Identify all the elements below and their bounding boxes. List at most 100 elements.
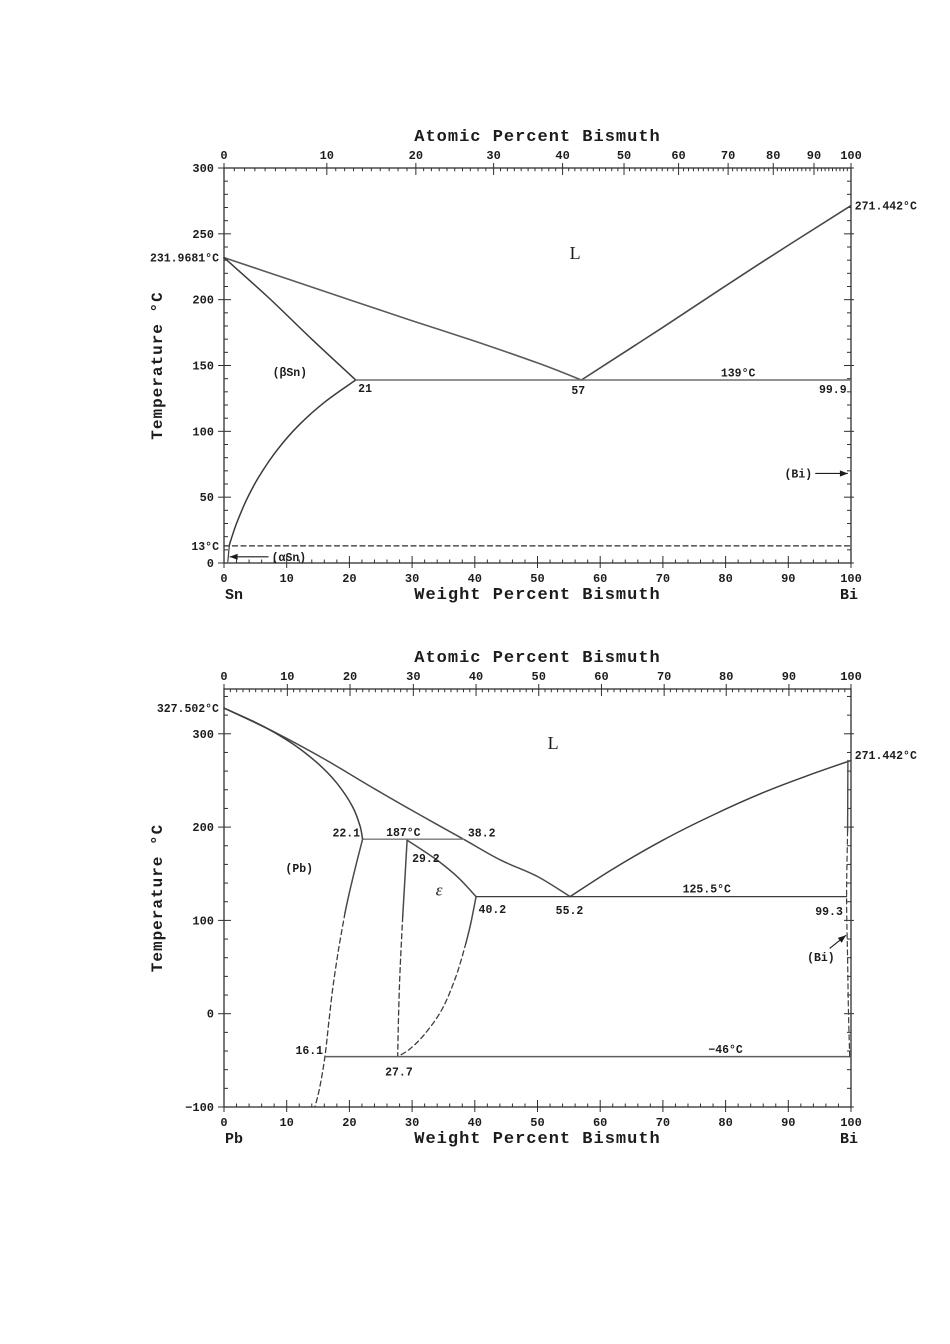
annotation--pb-: (Pb) (285, 863, 313, 876)
annotation--46-c: −46°C (708, 1044, 743, 1057)
top-tick-label: 40 (555, 149, 569, 163)
curve-liquidus-sn-side (223, 256, 583, 381)
y-tick-label: 200 (192, 294, 214, 308)
top-tick-label: 10 (280, 670, 294, 684)
y-tick-label: 300 (192, 162, 214, 176)
annotation-21: 21 (358, 383, 372, 396)
annotation--sn-: (βSn) (273, 367, 308, 380)
arrowhead (837, 935, 846, 943)
x-tick-label: 80 (718, 572, 732, 586)
top-axis-title: Atomic Percent Bismuth (414, 649, 660, 668)
x-tick-label: 30 (405, 1116, 419, 1130)
top-tick-label: 30 (486, 149, 500, 163)
annotation-38.2: 38.2 (468, 828, 496, 841)
curve-solvus-beta-sn (228, 379, 357, 547)
x-tick-label: 30 (405, 572, 419, 586)
x-tick-label: 90 (781, 572, 795, 586)
annotation-125.5-c: 125.5°C (683, 884, 731, 897)
y-axis-title: Temperature °C (149, 824, 167, 972)
top-tick-label: 90 (807, 149, 821, 163)
x-tick-label: 80 (718, 1116, 732, 1130)
annotation-231.9681-c: 231.9681°C (150, 253, 219, 266)
annotation-l: L (570, 243, 581, 263)
annotation-16.1: 16.1 (295, 1045, 323, 1058)
annotation-187-c: 187°C (386, 827, 421, 840)
arrowhead (839, 470, 848, 477)
annotation-271.442-c: 271.442°C (855, 201, 917, 214)
top-axis-title: Atomic Percent Bismuth (414, 128, 660, 147)
y-tick-label: −100 (185, 1101, 214, 1115)
annotation-29.2: 29.2 (412, 853, 440, 866)
curve-bi-solvus-extrapolated (846, 830, 851, 1058)
corner-label-left: Pb (225, 1131, 243, 1148)
tick-marks (218, 163, 854, 568)
y-tick-label: 150 (192, 360, 214, 374)
top-tick-label: 90 (782, 670, 796, 684)
curve-epsilon-liquidus-boundary (406, 839, 477, 898)
y-tick-label: 0 (207, 557, 214, 571)
curve-epsilon-solvus-solid (465, 895, 477, 944)
top-tick-label: 10 (320, 149, 334, 163)
top-tick-label: 100 (840, 149, 862, 163)
x-tick-label: 10 (279, 572, 293, 586)
curve-pb-solvus-solid (344, 838, 364, 914)
plot-frame (223, 167, 852, 564)
pb-bi-phase-diagram: 0 10 20 30 40 50 60 70 80 90 100 0 10 20 30 40 50 60 70 80 9… (149, 649, 917, 1149)
top-tick-label: 20 (409, 149, 423, 163)
x-tick-label: 100 (840, 1116, 862, 1130)
x-tick-label: 20 (342, 1116, 356, 1130)
x-tick-label: 70 (656, 1116, 670, 1130)
curve-solidus-beta-sn (223, 256, 357, 381)
curve-pb-solvus-extrapolated (314, 912, 346, 1108)
annotation-l: L (548, 733, 559, 753)
annotation-55.2: 55.2 (556, 905, 584, 918)
top-tick-label: 50 (532, 670, 546, 684)
top-tick-label: 70 (721, 149, 735, 163)
y-tick-label: 300 (192, 728, 214, 742)
top-tick-label: 50 (617, 149, 631, 163)
x-tick-label: 40 (468, 572, 482, 586)
corner-label-right: Bi (840, 587, 858, 604)
top-tick-label: 60 (671, 149, 685, 163)
y-tick-label: 200 (192, 821, 214, 835)
curve-liquidus-bi-side (580, 204, 852, 381)
top-tick-label: 20 (343, 670, 357, 684)
top-tick-label: 0 (220, 670, 227, 684)
annotation--bi-: (Bi) (785, 468, 813, 481)
y-tick-label: 100 (192, 914, 214, 928)
y-tick-label: 50 (200, 491, 214, 505)
curve-liquidus-pb-side (223, 707, 571, 898)
curve-epsilon-left-boundary-solid (401, 839, 408, 918)
curve-alpha-sn-solvus (227, 545, 230, 563)
y-axis-title: Temperature °C (149, 291, 167, 439)
top-tick-label: 70 (657, 670, 671, 684)
x-axis-title: Weight Percent Bismuth (414, 586, 660, 605)
x-axis-title: Weight Percent Bismuth (414, 1130, 660, 1149)
x-tick-label: 100 (840, 572, 862, 586)
annotation-99.3: 99.3 (815, 906, 843, 919)
top-tick-label: 60 (594, 670, 608, 684)
annotation--: ε (436, 880, 443, 899)
x-tick-label: 50 (530, 1116, 544, 1130)
annotation-99.9: 99.9 (819, 384, 847, 397)
curve-liquidus-bi-side (569, 759, 852, 898)
x-tick-label: 70 (656, 572, 670, 586)
top-tick-label: 80 (766, 149, 780, 163)
x-tick-label: 0 (220, 1116, 227, 1130)
corner-label-right: Bi (840, 1131, 858, 1148)
y-tick-label: 0 (207, 1008, 214, 1022)
annotation-27.7: 27.7 (385, 1067, 413, 1080)
sn-bi-phase-diagram: 0 10 20 30 40 50 60 70 80 90 100 0 10 20 30 40 50 60 70 80 9… (149, 128, 917, 605)
tick-marks (218, 684, 854, 1112)
x-tick-label: 60 (593, 572, 607, 586)
x-tick-label: 60 (593, 1116, 607, 1130)
top-tick-label: 0 (220, 149, 227, 163)
top-tick-label: 30 (406, 670, 420, 684)
x-tick-label: 40 (468, 1116, 482, 1130)
top-tick-label: 40 (469, 670, 483, 684)
annotation-40.2: 40.2 (479, 904, 507, 917)
corner-label-left: Sn (225, 587, 243, 604)
arrowhead (229, 553, 238, 560)
